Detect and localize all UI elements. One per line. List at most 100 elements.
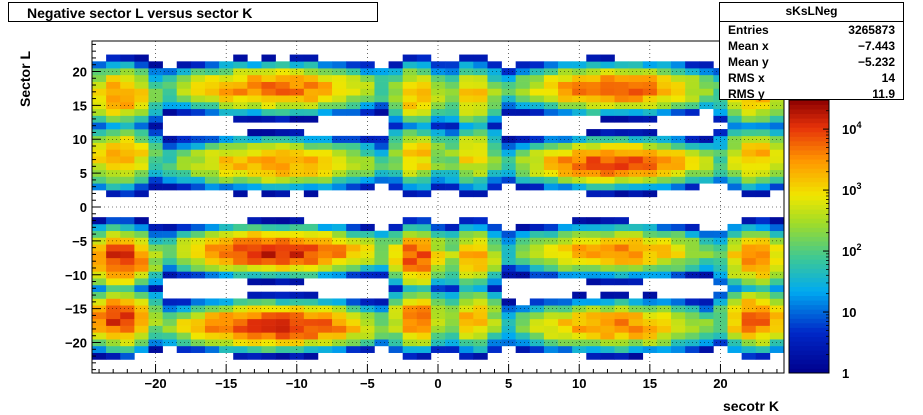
palette-band: [789, 250, 829, 256]
heatmap-cell: [176, 298, 192, 306]
heatmap-cell: [204, 257, 220, 265]
heatmap-cell: [430, 135, 446, 143]
heatmap-cell: [459, 81, 474, 89]
heatmap-cell: [360, 176, 375, 184]
heatmap-cell: [275, 108, 291, 116]
heatmap-cell: [120, 257, 135, 265]
palette-tick-label: 1: [842, 366, 849, 381]
heatmap-cell: [261, 190, 276, 198]
heatmap-cell: [106, 244, 121, 252]
heatmap-cell: [416, 108, 432, 116]
heatmap-cell: [543, 108, 559, 116]
heatmap-cell: [727, 264, 742, 272]
heatmap-cell: [769, 176, 785, 184]
heatmap-cell: [543, 339, 559, 347]
heatmap-cell: [233, 298, 248, 306]
heatmap-cell: [388, 244, 403, 252]
palette-band: [789, 122, 829, 128]
heatmap-cell: [727, 345, 742, 353]
heatmap-cell: [416, 81, 432, 89]
heatmap-cell: [134, 115, 149, 123]
heatmap-cell: [628, 129, 644, 137]
heatmap-cell: [572, 95, 587, 103]
heatmap-cell: [586, 142, 601, 150]
heatmap-cell: [148, 264, 163, 272]
heatmap-cell: [190, 271, 206, 279]
heatmap-cell: [699, 257, 714, 265]
heatmap-cell: [713, 318, 728, 326]
heatmap-cell: [586, 108, 601, 116]
heatmap-cell: [515, 332, 531, 340]
heatmap-cell: [614, 223, 629, 232]
heatmap-cell: [275, 244, 291, 252]
heatmap-cell: [642, 61, 658, 69]
heatmap-cell: [515, 230, 531, 238]
heatmap-cell: [317, 312, 333, 320]
heatmap-cell: [600, 156, 615, 164]
heatmap-cell: [501, 176, 516, 184]
heatmap-cell: [92, 81, 107, 89]
heatmap-cell: [572, 291, 587, 299]
heatmap-cell: [445, 278, 460, 286]
heatmap-cell: [741, 312, 757, 320]
heatmap-cell: [176, 108, 192, 116]
heatmap-cell: [741, 352, 757, 360]
heatmap-cell: [529, 230, 545, 238]
heatmap-cell: [713, 129, 728, 137]
heatmap-cell: [162, 88, 178, 96]
heatmap-cell: [586, 74, 601, 82]
y-tick-label: −10: [65, 268, 87, 283]
heatmap-cell: [247, 68, 262, 76]
palette-band: [789, 145, 829, 151]
heatmap-cell: [233, 230, 248, 238]
heatmap-cell: [388, 325, 403, 333]
palette-band: [789, 277, 829, 283]
heatmap-cell: [388, 223, 403, 232]
heatmap-cell: [614, 278, 629, 286]
heatmap-cell: [529, 305, 545, 313]
heatmap-cell: [261, 54, 276, 62]
heatmap-cell: [120, 88, 135, 96]
heatmap-cell: [515, 176, 531, 184]
heatmap-cell: [529, 108, 545, 116]
heatmap-cell: [247, 88, 262, 96]
heatmap-cell: [402, 61, 418, 69]
heatmap-cell: [543, 257, 559, 265]
heatmap-cell: [134, 230, 149, 238]
heatmap-cell: [162, 176, 178, 184]
heatmap-cell: [332, 169, 347, 177]
heatmap-cell: [120, 264, 135, 272]
heatmap-cell: [233, 183, 248, 191]
heatmap-cell: [614, 291, 629, 299]
heatmap-cell: [515, 312, 531, 320]
heatmap-cell: [685, 244, 700, 252]
heatmap-cell: [755, 325, 771, 333]
heatmap-cell: [501, 108, 516, 116]
palette-band: [789, 336, 829, 342]
heatmap-cell: [402, 325, 418, 333]
heatmap-cell: [430, 223, 446, 232]
heatmap-cell: [656, 223, 672, 232]
heatmap-cell: [572, 135, 587, 143]
heatmap-cell: [445, 162, 460, 171]
heatmap-cell: [247, 61, 262, 69]
heatmap-cell: [332, 318, 347, 326]
heatmap-cell: [430, 244, 446, 252]
heatmap-cell: [586, 81, 601, 89]
heatmap-cell: [699, 135, 714, 143]
heatmap-cell: [755, 298, 771, 306]
heatmap-cell: [233, 162, 248, 171]
heatmap-cell: [190, 88, 206, 96]
heatmap-cell: [755, 176, 771, 184]
heatmap-cell: [360, 74, 375, 82]
heatmap-cell: [459, 312, 474, 320]
heatmap-cell: [233, 115, 248, 123]
heatmap-cell: [699, 332, 714, 340]
heatmap-cell: [755, 129, 771, 137]
heatmap-cell: [572, 332, 587, 340]
heatmap-cell: [247, 115, 262, 123]
heatmap-cell: [332, 108, 347, 116]
heatmap-cell: [430, 264, 446, 272]
heatmap-cell: [628, 68, 644, 76]
heatmap-cell: [402, 278, 418, 286]
